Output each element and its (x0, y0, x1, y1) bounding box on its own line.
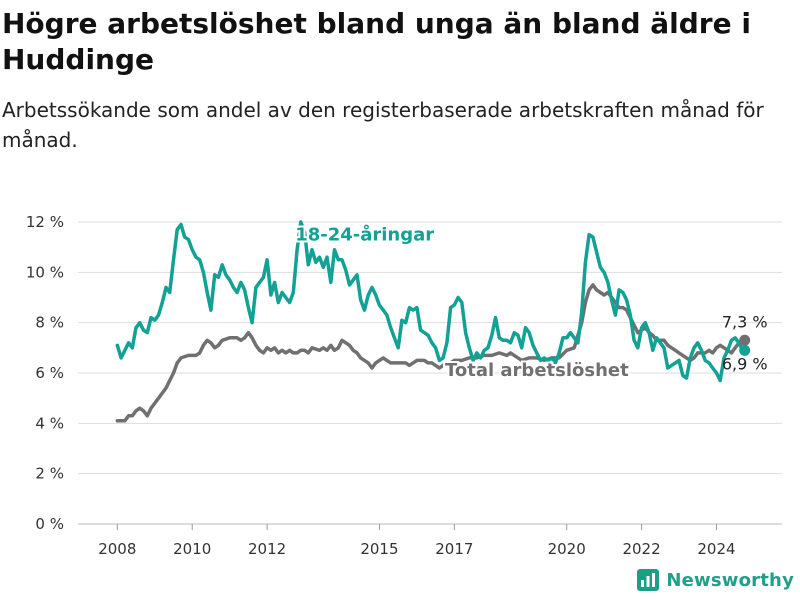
x-tick-label: 2020 (548, 540, 586, 558)
x-tick-label: 2024 (697, 540, 735, 558)
x-tick-label: 2022 (622, 540, 660, 558)
x-tick-label: 2008 (98, 540, 136, 558)
page-subtitle: Arbetssökande som andel av den registerb… (2, 98, 764, 152)
bar-chart-icon (637, 569, 660, 591)
x-tick-label: 2010 (173, 540, 211, 558)
end-label-young: 6,9 % (722, 354, 768, 373)
y-tick-label: 8 % (35, 314, 64, 332)
y-tick-label: 4 % (35, 414, 64, 432)
endpoint-marker-total (739, 334, 751, 346)
brand-name: Newsworthy (666, 569, 794, 591)
grid (78, 221, 782, 525)
y-tick-label: 0 % (35, 515, 64, 533)
y-tick-label: 6 % (35, 364, 64, 382)
x-tick-label: 2017 (435, 540, 473, 558)
y-tick-label: 2 % (35, 465, 64, 483)
page-title: Högre arbetslöshet bland unga än bland ä… (2, 7, 751, 76)
y-tick-label: 12 % (26, 213, 64, 231)
series-label-total: Total arbetslöshet (445, 360, 629, 381)
y-tick-label: 10 % (26, 263, 64, 281)
series-layer (115, 220, 751, 423)
x-tick-label: 2012 (248, 540, 286, 558)
series-line-young (115, 220, 745, 383)
series-label-young: 18-24-åringar (295, 224, 434, 246)
newsworthy-logo[interactable]: Newsworthy (636, 566, 794, 594)
axes: 0 % 2 % 4 % 6 % 8 % 10 % 12 % 2008 2010 2012 2015 2… (26, 213, 736, 558)
x-tick-label: 2015 (360, 540, 398, 558)
labels-layer: 7,3 % 6,9 % 18-24-åringar Total arbetslöshe… (293, 222, 768, 383)
endpoint-marker-young (739, 344, 751, 356)
end-label-total: 7,3 % (722, 312, 768, 331)
